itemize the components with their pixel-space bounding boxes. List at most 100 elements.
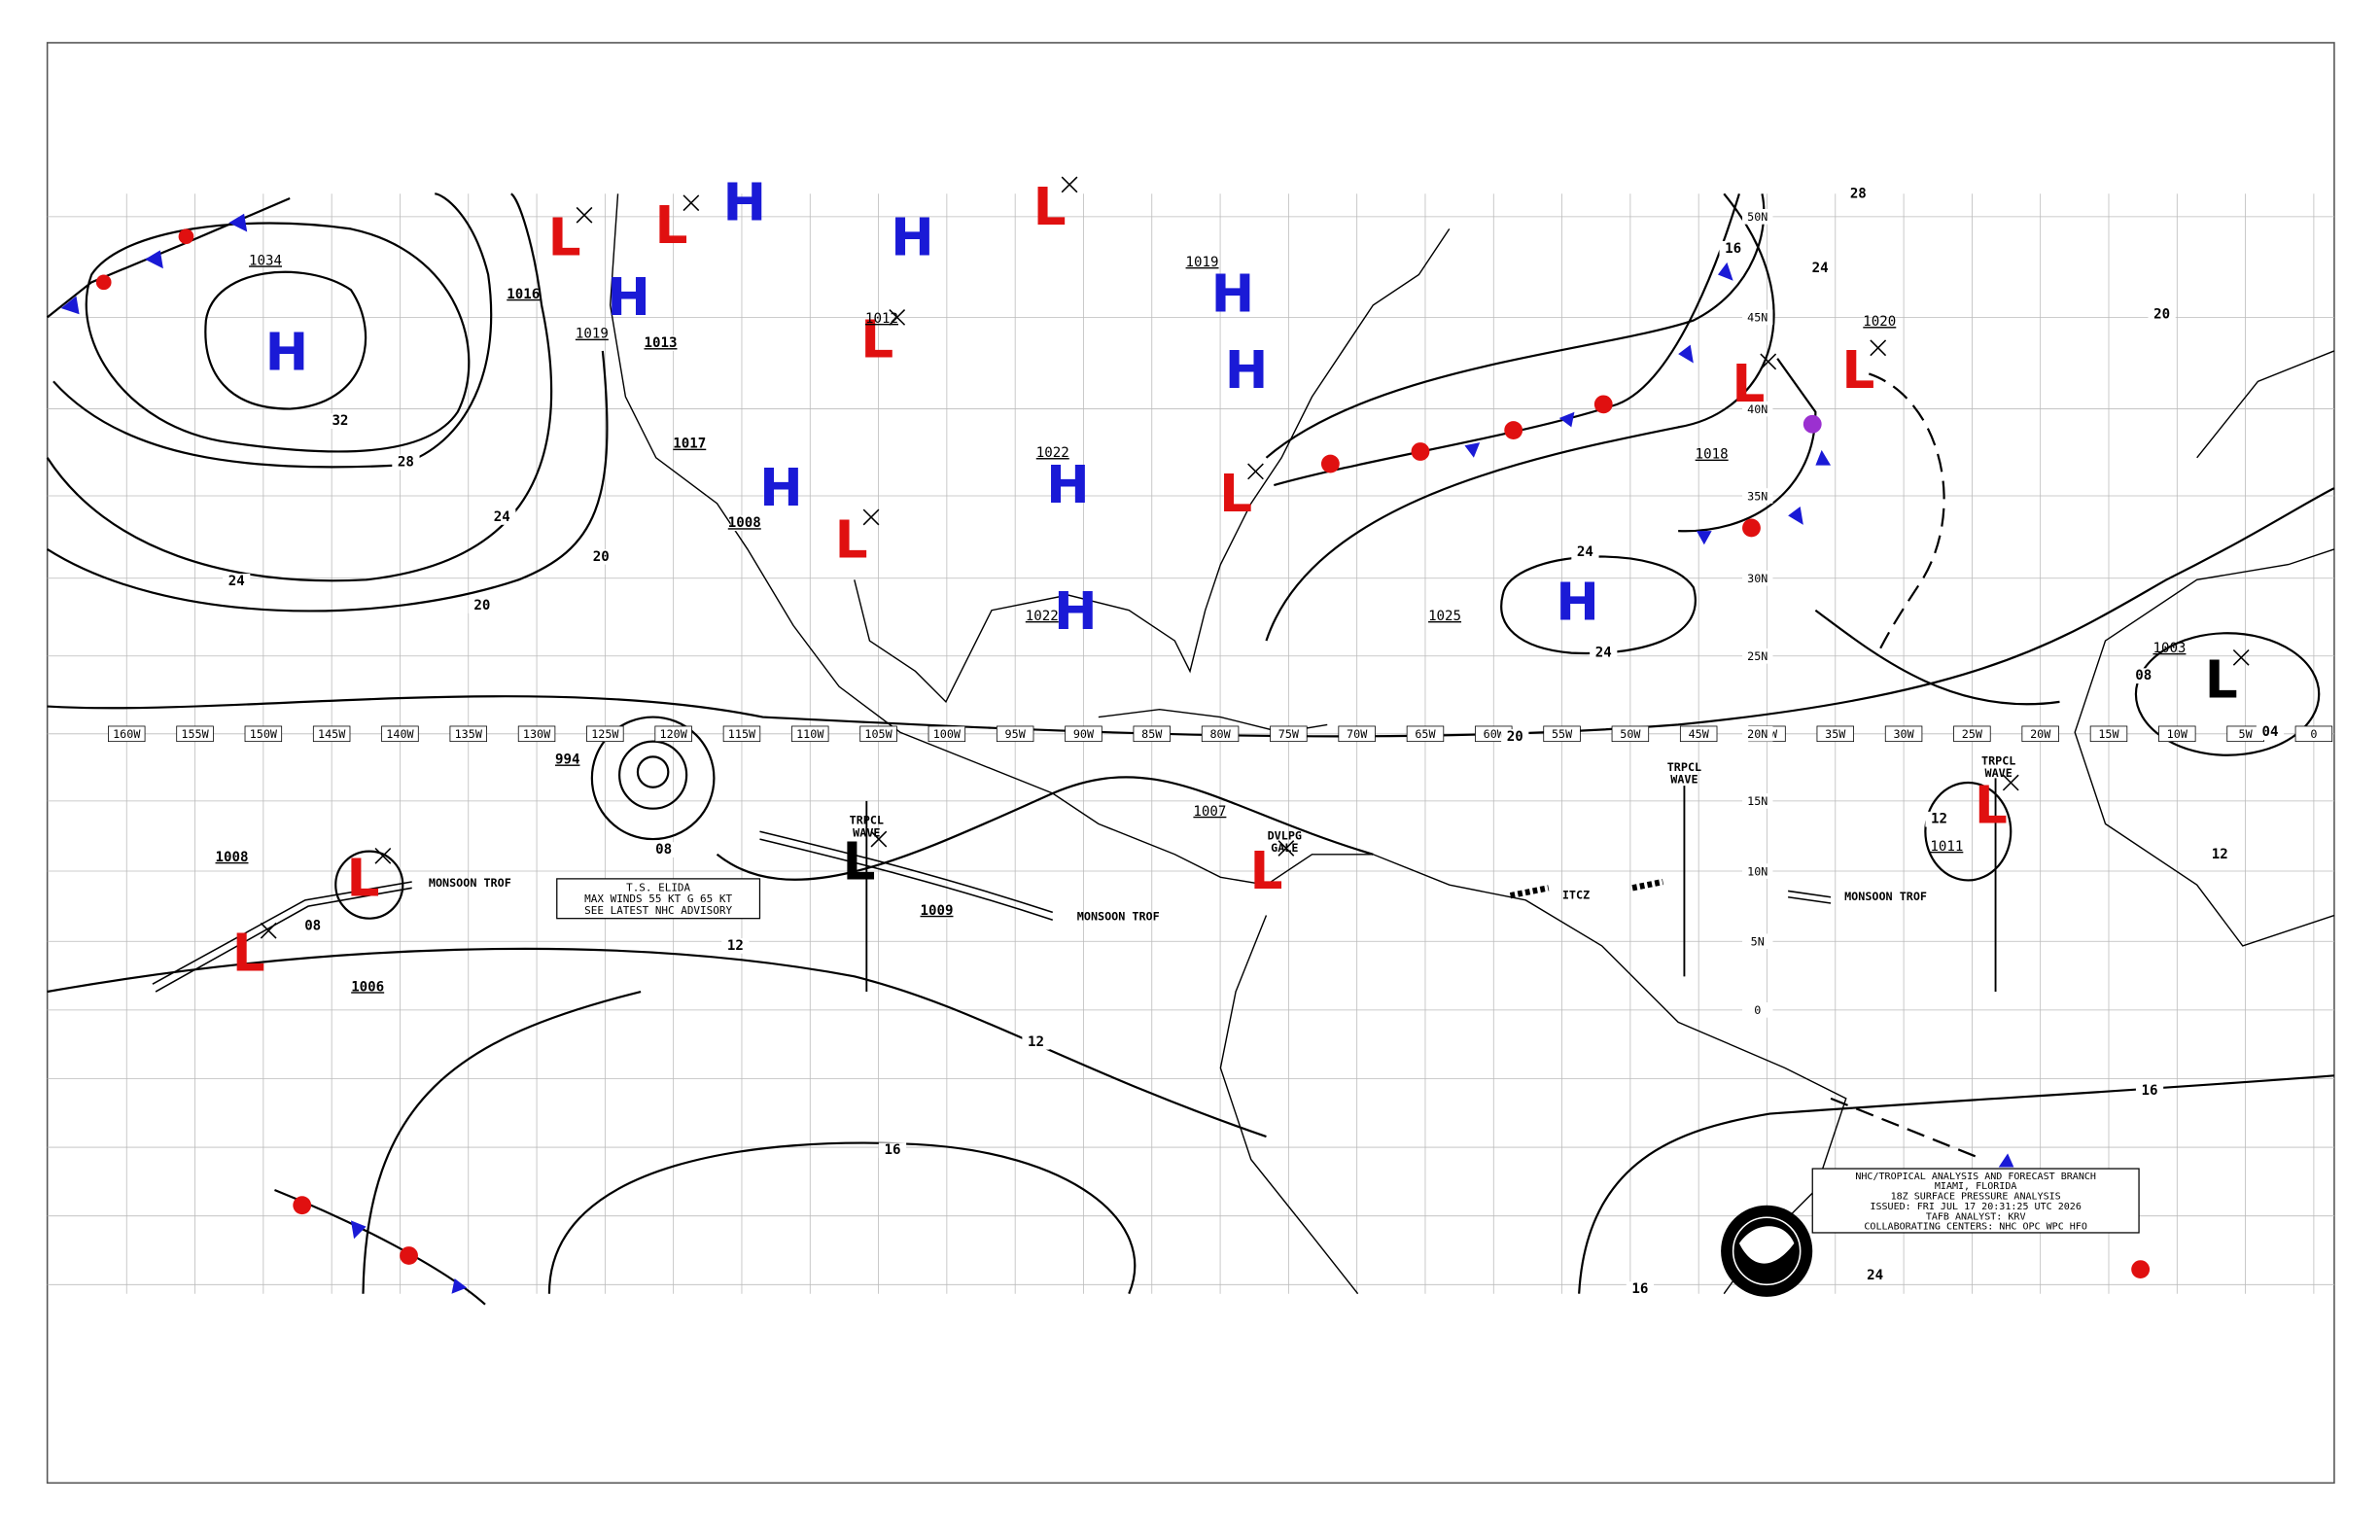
pressure-center: H (759, 457, 803, 518)
isobar-label-bg (1571, 544, 1599, 560)
lon-label: 65W (1415, 727, 1436, 741)
lon-label-box (176, 725, 214, 743)
lat-label-box (1742, 648, 1773, 664)
lon-label-box (1201, 725, 1240, 743)
isobar-label-bg (1022, 1033, 1050, 1050)
feature-label: MONSOON TROF (1077, 910, 1160, 924)
lon-label-box (1338, 725, 1376, 743)
lon-label: 35W (1825, 727, 1846, 741)
isobar-label: 16 (1725, 241, 1741, 257)
lat-label: 35N (1747, 489, 1768, 503)
pressure-center: L (654, 194, 687, 256)
isobar-label: 1016 (507, 287, 540, 302)
isobar-label: 32 (332, 413, 348, 429)
isobar-label: 1009 (921, 903, 954, 919)
pressure-center: H (607, 266, 650, 328)
lon-label: 140W (386, 727, 414, 741)
isobar-label-bg (218, 850, 246, 865)
lat-label-box (1742, 933, 1773, 950)
product-line: TAFB ANALYST: KRV (1926, 1211, 2026, 1222)
lon-label: 70W (1347, 727, 1368, 741)
isobar-label-bg (721, 938, 750, 954)
isobar-label-bg (1861, 1268, 1889, 1283)
isobar-label: 16 (884, 1142, 900, 1158)
lon-label: 85W (1141, 727, 1163, 741)
pressure-center: L (1732, 353, 1765, 414)
lon-label: 5W (2239, 727, 2254, 741)
isobar-label: 12 (1931, 812, 1947, 827)
lat-label-box (1742, 1001, 1773, 1018)
coastlines (609, 193, 2335, 1295)
isobar-label: 08 (304, 919, 321, 934)
isobar-label-bg (2129, 668, 2157, 684)
pressure-center: H (265, 321, 309, 382)
lat-label-box (1742, 401, 1773, 417)
lat-label-box (1742, 863, 1773, 879)
feature-label: WAVE (1670, 772, 1698, 786)
text-layer: 160W 155W 150W 145W 140W 135W 130W 125W 120W 115W… (108, 171, 2333, 1297)
pressure-center: H (1556, 572, 1599, 633)
center-x (1278, 840, 1295, 857)
isobar-label: 04 (2262, 724, 2279, 740)
isobar-label: 16 (2142, 1083, 2158, 1099)
isobar-label-bg (298, 918, 327, 934)
isobar-label-bg (923, 902, 951, 919)
product-line: 18Z SURFACE PRESSURE ANALYSIS (1891, 1192, 2061, 1203)
isobar-label: 20 (1507, 729, 1523, 745)
pressure-center: H (891, 207, 934, 268)
lon-label: 115W (728, 727, 756, 741)
center-x (682, 194, 700, 212)
center-pressure: 1019 (576, 327, 609, 342)
center-pressure: 1011 (1930, 839, 1963, 855)
feature-label: MONSOON TROF (1844, 890, 1927, 903)
lon-label: 60W (1484, 727, 1505, 741)
center-x (260, 922, 277, 939)
grid (47, 193, 2334, 1294)
isobar-label-bg (488, 509, 516, 525)
lon-label-box (586, 725, 624, 743)
isobar-label-bg (553, 752, 581, 768)
feature-label: ITCZ (1562, 889, 1590, 902)
lon-label: 90W (1073, 727, 1095, 741)
lat-label: 5N (1751, 935, 1765, 949)
pressure-center: L (842, 830, 875, 892)
isobar-label: 24 (1577, 544, 1593, 560)
isobar-label-bg (326, 413, 355, 429)
lon-label-box (449, 725, 487, 743)
lat-label: 0 (1754, 1003, 1761, 1017)
center-pressure: 1022 (1026, 609, 1059, 624)
isobar-label: 24 (494, 509, 510, 525)
lon-label: 80W (1209, 727, 1231, 741)
isobar-label: 16 (1631, 1281, 1648, 1297)
isobar-label: 08 (655, 842, 672, 858)
lon-label-box (928, 725, 966, 743)
center-pressure: 1018 (1696, 447, 1729, 463)
troughs (152, 778, 1997, 993)
lon-label-box (859, 725, 897, 743)
isobar-label-bg (2256, 724, 2285, 741)
center-pressure: 1003 (2152, 641, 2186, 656)
product-line: NHC/TROPICAL ANALYSIS AND FORECAST BRANC… (1855, 1172, 2096, 1182)
lon-label-box (996, 725, 1034, 743)
product-line: MIAMI, FLORIDA (1935, 1181, 2017, 1192)
isobar-label-bg (2135, 1083, 2164, 1099)
lat-label: 15N (1747, 794, 1768, 808)
pressure-center: H (722, 171, 766, 232)
lon-label-box (2089, 725, 2128, 743)
isobar-label-bg (647, 335, 675, 351)
lon-label: 75W (1278, 727, 1300, 741)
lat-label: 25N (1747, 649, 1768, 663)
lat-label: 40N (1747, 402, 1768, 416)
lon-label-box (108, 725, 146, 743)
lon-label-box (1406, 725, 1445, 743)
isobar-label: 12 (727, 938, 744, 954)
lon-label-box (654, 725, 692, 743)
feature-label: TRPCL (1981, 754, 2015, 768)
isobar-label-bg (587, 548, 615, 565)
isobar-label-bg (2148, 306, 2176, 323)
feature-label: TRPCL (1667, 760, 1701, 774)
isobar-label-bg (1590, 645, 1618, 661)
lon-label: 145W (318, 727, 346, 741)
lon-label-box (381, 725, 419, 743)
center-x (1061, 176, 1078, 193)
